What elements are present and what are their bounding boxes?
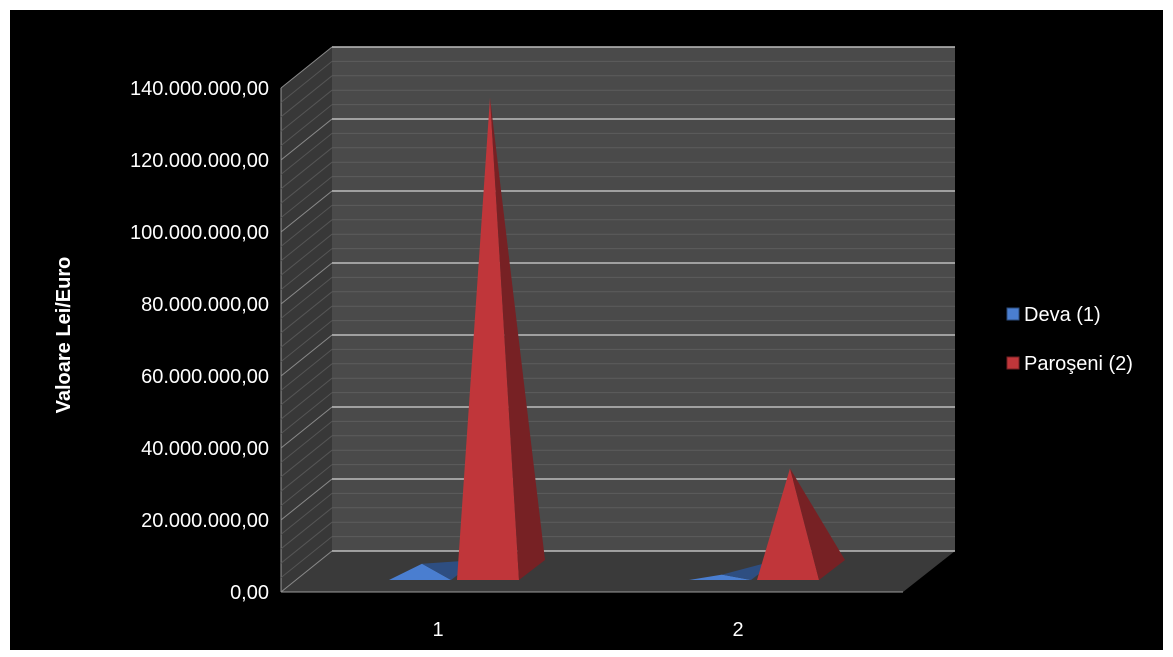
y-axis-ticks: 0,00 20.000.000,00 40.000.000,00 60.000.000… xyxy=(130,78,269,604)
back-wall xyxy=(332,47,955,551)
chart-gridlines xyxy=(280,46,955,593)
side-gridline xyxy=(280,233,333,276)
pyramid-front-face xyxy=(389,563,451,580)
side-gridline xyxy=(280,176,333,218)
side-gridline xyxy=(280,219,333,262)
side-gridline xyxy=(280,104,333,146)
legend-item: Paroşeni (2) xyxy=(1006,353,1133,375)
y-tick-label: 120.000.000,00 xyxy=(130,150,269,172)
side-gridline xyxy=(280,190,333,233)
legend: Deva (1) Paroşeni (2) xyxy=(1006,304,1133,375)
side-gridline xyxy=(280,493,333,535)
y-tick-label: 100.000.000,00 xyxy=(130,222,269,244)
legend-swatch xyxy=(1006,307,1020,321)
y-tick-label: 60.000.000,00 xyxy=(141,366,269,388)
side-gridline xyxy=(280,478,333,521)
pyramid-side-face xyxy=(490,97,545,580)
legend-swatch xyxy=(1006,356,1020,370)
pyramid-side-face xyxy=(790,468,845,580)
side-gridline xyxy=(280,536,333,578)
side-gridline xyxy=(280,248,333,290)
side-gridline xyxy=(280,421,333,463)
side-gridline xyxy=(280,305,333,348)
side-gridline xyxy=(280,435,333,478)
side-gridline xyxy=(280,262,333,305)
side-gridline xyxy=(280,147,333,190)
floor xyxy=(281,551,955,592)
pyramid-paro-eni-2--2 xyxy=(757,468,845,580)
x-tick-label: 1 xyxy=(432,619,443,641)
pyramid-front-face xyxy=(457,97,519,580)
pyramid-front-face xyxy=(757,468,819,580)
side-gridline xyxy=(280,406,333,449)
y-tick-label: 140.000.000,00 xyxy=(130,78,269,100)
side-wall xyxy=(281,47,332,592)
chart-marks xyxy=(389,97,845,580)
legend-label: Paroşeni (2) xyxy=(1024,353,1133,375)
x-tick-label: 2 xyxy=(732,619,743,641)
side-gridline xyxy=(280,161,333,204)
side-gridline xyxy=(280,320,333,362)
side-gridline xyxy=(280,75,333,118)
side-gridline xyxy=(280,464,333,506)
side-gridline xyxy=(280,550,333,593)
side-gridline xyxy=(280,118,333,161)
side-gridline xyxy=(280,349,333,391)
side-gridline xyxy=(280,291,333,334)
side-gridline xyxy=(280,334,333,377)
pyramid-front-face xyxy=(689,574,751,580)
chart-walls xyxy=(280,47,955,593)
y-tick-label: 80.000.000,00 xyxy=(141,294,269,316)
side-gridline xyxy=(280,277,333,319)
pyramid-paro-eni-2--1 xyxy=(457,97,545,580)
side-gridline xyxy=(280,133,333,175)
side-gridline xyxy=(280,377,333,420)
side-gridline xyxy=(280,521,333,564)
side-gridline xyxy=(280,449,333,492)
y-tick-label: 20.000.000,00 xyxy=(141,510,269,532)
legend-item: Deva (1) xyxy=(1006,304,1101,326)
side-gridline xyxy=(280,46,333,89)
side-gridline xyxy=(280,89,333,132)
y-axis-label: Valoare Lei/Euro xyxy=(53,257,75,414)
side-gridline xyxy=(280,392,333,434)
side-gridline xyxy=(280,363,333,406)
side-gridline xyxy=(280,507,333,550)
legend-label: Deva (1) xyxy=(1024,304,1101,326)
side-gridline xyxy=(280,205,333,247)
y-tick-label: 40.000.000,00 xyxy=(141,438,269,460)
side-gridline xyxy=(280,61,333,103)
y-tick-label: 0,00 xyxy=(230,582,269,604)
